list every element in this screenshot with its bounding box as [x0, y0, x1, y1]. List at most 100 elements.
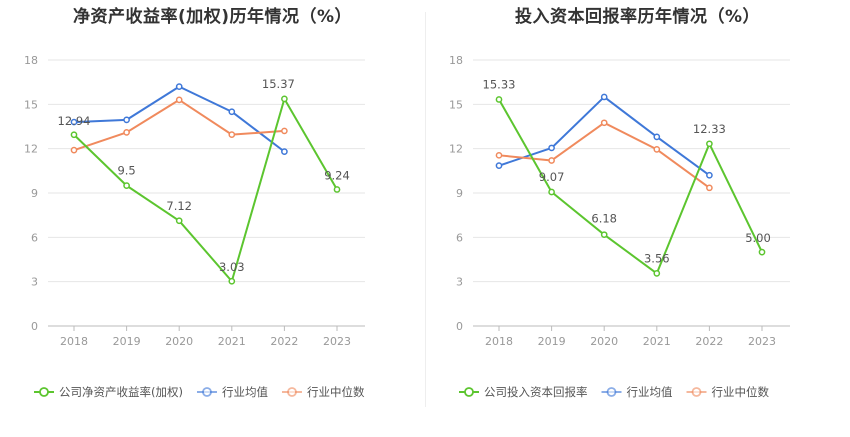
y-tick-label: 15: [24, 98, 38, 111]
data-point-industry_avg[interactable]: [228, 108, 236, 116]
y-tick-label: 0: [456, 320, 463, 333]
data-label: 3.56: [644, 251, 670, 265]
x-tick-label: 2022: [695, 335, 723, 348]
y-tick-label: 6: [456, 231, 463, 244]
x-tick-label: 2020: [590, 335, 618, 348]
data-point-industry_avg[interactable]: [70, 118, 78, 126]
x-tick-label: 2019: [538, 335, 566, 348]
data-point-industry_avg[interactable]: [600, 93, 608, 101]
data-point-industry_median[interactable]: [548, 157, 555, 164]
legend-label: 行业中位数: [307, 385, 365, 399]
data-point-industry_avg[interactable]: [495, 162, 503, 170]
data-label: 5.00: [745, 231, 771, 245]
data-point-company[interactable]: [70, 131, 78, 139]
data-point-industry_avg[interactable]: [281, 148, 288, 155]
series-line-industry_avg: [498, 95, 710, 177]
data-point-company[interactable]: [653, 270, 661, 277]
data-point-company[interactable]: [228, 277, 236, 285]
y-tick-label: 12: [449, 143, 463, 156]
y-tick-label: 9: [31, 187, 38, 200]
legend-item-industry_median[interactable]: 行业中位数: [281, 385, 365, 399]
data-point-industry_median[interactable]: [653, 146, 661, 153]
roic-chart-plot: 0 3 6 9 12 15 18 2018 2019 2020 2021 2022 2023 15.33 9…: [449, 54, 790, 399]
legend-item-industry_median[interactable]: 行业中位数: [686, 385, 770, 399]
y-tick-label: 3: [456, 276, 463, 289]
legend-label: 公司投入资本回报率: [484, 385, 588, 399]
roic-chart-panel: 投入资本回报率历年情况（%） 0 3 6 9 12 15 18 2018 2019 2020 202…: [425, 0, 850, 437]
data-label: 12.94: [58, 114, 91, 128]
legend-item-industry_avg[interactable]: 行业均值: [601, 385, 673, 399]
y-tick-label: 12: [24, 143, 38, 156]
data-label: 15.37: [262, 77, 295, 91]
data-label: 9.24: [324, 168, 350, 182]
data-point-industry_median[interactable]: [495, 151, 503, 159]
roe-chart-title: 净资产收益率(加权)历年情况（%）: [72, 7, 353, 27]
y-tick-label: 15: [449, 98, 463, 111]
legend-label: 公司净资产收益率(加权): [59, 385, 183, 399]
panel-divider: [425, 12, 426, 407]
legend-label: 行业中位数: [712, 385, 770, 399]
data-label: 3.03: [219, 260, 245, 274]
legend-swatch-marker: [287, 387, 297, 397]
data-point-company[interactable]: [175, 217, 183, 225]
legend-swatch-marker: [39, 387, 49, 397]
x-tick-label: 2020: [165, 335, 193, 348]
data-label: 15.33: [483, 77, 516, 91]
roic-chart-title: 投入资本回报率历年情况（%）: [514, 7, 761, 27]
y-tick-label: 18: [449, 54, 463, 67]
x-tick-label: 2018: [485, 335, 513, 348]
x-tick-label: 2023: [748, 335, 776, 348]
data-point-industry_median[interactable]: [706, 184, 713, 192]
data-point-industry_median[interactable]: [70, 146, 78, 154]
data-point-industry_median[interactable]: [281, 127, 288, 135]
y-tick-label: 18: [24, 54, 38, 67]
data-point-company[interactable]: [123, 182, 130, 189]
x-tick-label: 2023: [323, 335, 351, 348]
x-tick-label: 2021: [643, 335, 671, 348]
data-point-company[interactable]: [333, 186, 341, 193]
data-point-company[interactable]: [706, 140, 713, 148]
legend-item-company[interactable]: 公司净资产收益率(加权): [34, 385, 183, 399]
data-point-company[interactable]: [495, 96, 503, 103]
data-label: 9.5: [117, 164, 135, 178]
legend-swatch-marker: [691, 387, 702, 397]
data-label: 9.07: [539, 170, 565, 184]
data-label: 7.12: [166, 199, 192, 213]
data-point-industry_avg[interactable]: [706, 171, 713, 179]
series-line-industry_median: [73, 98, 285, 152]
series-line-industry_avg: [73, 85, 286, 153]
data-point-industry_median[interactable]: [228, 131, 236, 138]
roe-chart-panel: 净资产收益率(加权)历年情况（%） 0 3 6 9 12 15 18 2018 2019 2020…: [24, 7, 365, 399]
data-point-company[interactable]: [281, 95, 288, 103]
legend-label: 行业均值: [222, 385, 268, 399]
y-tick-label: 6: [31, 231, 38, 244]
legend-swatch-marker: [464, 387, 474, 397]
legend-item-industry_avg[interactable]: 行业均值: [196, 385, 268, 399]
x-tick-label: 2018: [60, 335, 88, 348]
legend-swatch-marker: [202, 387, 212, 397]
data-point-industry_median[interactable]: [123, 129, 130, 136]
data-label: 6.18: [591, 212, 617, 226]
data-label: 12.33: [693, 122, 726, 136]
data-point-industry_median[interactable]: [600, 119, 608, 127]
data-point-company[interactable]: [758, 248, 766, 256]
x-tick-label: 2019: [113, 335, 141, 348]
y-tick-label: 0: [31, 320, 38, 333]
series-line-company: [498, 98, 763, 275]
y-tick-label: 9: [456, 187, 463, 200]
x-tick-label: 2022: [270, 335, 298, 348]
data-point-industry_median[interactable]: [175, 96, 183, 104]
roe-chart-plot: 0 3 6 9 12 15 18 2018 2019 2020 2021 2022 2023 12.94 9…: [24, 54, 365, 399]
legend-label: 行业均值: [627, 385, 673, 399]
data-point-industry_avg[interactable]: [175, 83, 183, 90]
series-line-company: [73, 97, 338, 283]
data-point-company[interactable]: [600, 231, 608, 239]
data-point-industry_avg[interactable]: [123, 116, 130, 124]
data-point-company[interactable]: [548, 188, 555, 196]
data-point-industry_avg[interactable]: [548, 144, 555, 152]
legend-swatch-marker: [606, 387, 617, 397]
x-tick-label: 2021: [218, 335, 246, 348]
data-point-industry_avg[interactable]: [653, 133, 661, 141]
legend-item-company[interactable]: 公司投入资本回报率: [459, 385, 588, 399]
y-tick-label: 3: [31, 276, 38, 289]
